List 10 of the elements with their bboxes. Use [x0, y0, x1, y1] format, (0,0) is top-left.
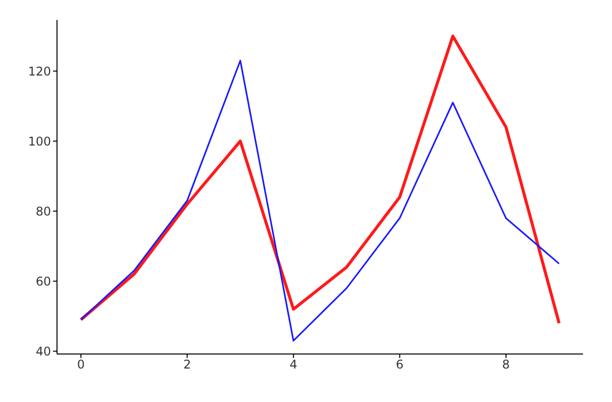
y-tick-label: 40: [36, 344, 51, 358]
x-tick-label: 2: [183, 358, 191, 372]
x-tick-label: 0: [77, 358, 85, 372]
x-tick-label: 4: [290, 358, 298, 372]
x-tick-label: 6: [396, 358, 404, 372]
y-tick-label: 120: [28, 64, 51, 78]
y-tick-label: 80: [36, 204, 51, 218]
y-tick-label: 100: [28, 134, 51, 148]
x-tick-label: 8: [502, 358, 510, 372]
y-tick-label: 60: [36, 274, 51, 288]
